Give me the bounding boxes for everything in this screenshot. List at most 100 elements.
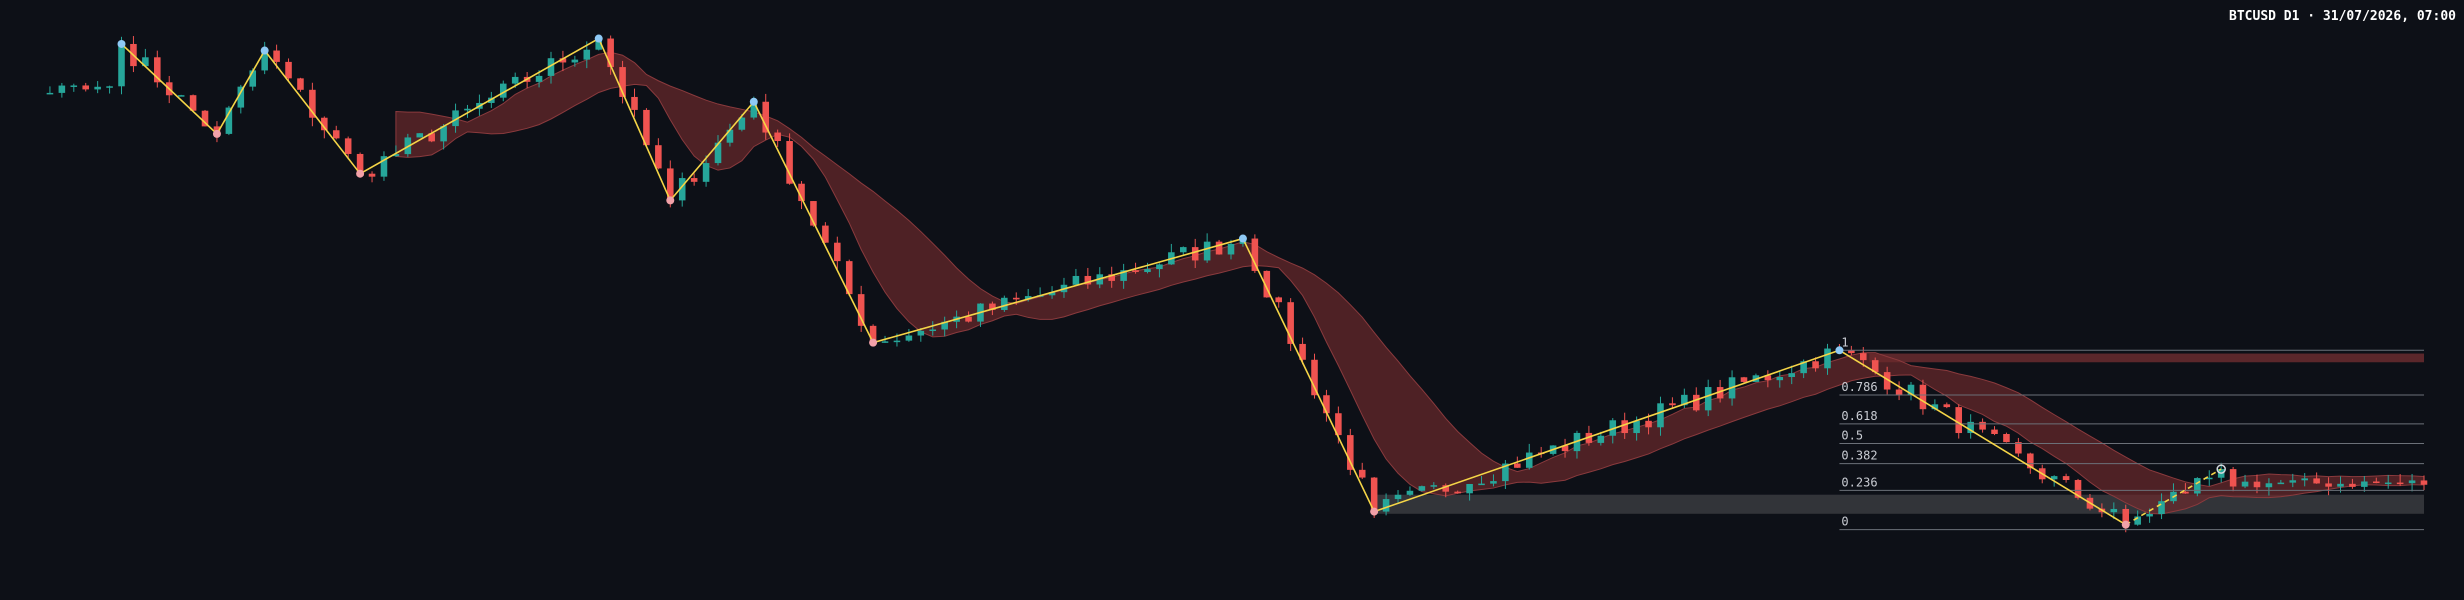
zigzag-segment (669, 101, 755, 201)
candle-body (356, 153, 364, 174)
candle-body (1108, 274, 1115, 281)
zigzag-pivot (749, 97, 758, 106)
candle-body (177, 95, 185, 97)
candle-body (1001, 297, 1008, 310)
candle-body (332, 130, 340, 139)
candle-body (273, 50, 280, 62)
candle-body (678, 178, 686, 201)
candle-body (547, 58, 555, 76)
zigzag-pivot (1238, 234, 1247, 243)
candle-body (1072, 275, 1080, 285)
candle-body (1418, 486, 1426, 491)
candle-body (1657, 403, 1664, 428)
ma-cloud (395, 51, 2425, 515)
candle-body (667, 168, 674, 201)
candle-body (2158, 501, 2165, 515)
candle-body (2015, 442, 2022, 454)
candle-body (738, 117, 746, 130)
candle-body (1812, 361, 1819, 369)
candle-body (1883, 372, 1891, 390)
candle-body (786, 141, 793, 184)
candle-body (1824, 348, 1831, 369)
candle-body (1669, 403, 1676, 406)
candle-body (1156, 264, 1163, 270)
candle-body (2074, 480, 2082, 498)
candle-body (2349, 483, 2356, 487)
candle-body (154, 57, 161, 83)
candle-body (1692, 394, 1700, 411)
candle-body (1144, 269, 1151, 273)
candle-body (1323, 395, 1330, 414)
candle-body (1478, 483, 1485, 486)
candle-body (2241, 481, 2249, 487)
candle-body (881, 341, 889, 343)
candle-body (1084, 275, 1092, 285)
candle-body (1406, 490, 1414, 495)
candle-body (607, 38, 614, 68)
candle-body (929, 329, 937, 332)
candle-body (1919, 384, 1927, 410)
candle-body (571, 59, 579, 63)
candle-body (989, 303, 996, 310)
candle-body (2062, 476, 2070, 481)
zigzag-layer (117, 34, 2226, 529)
zigzag-segment (1373, 349, 1840, 513)
candle-body (189, 95, 197, 111)
candle-body (46, 92, 54, 95)
candle-body (58, 85, 66, 93)
candle-body (1394, 494, 1402, 500)
candle-body (750, 101, 758, 118)
candle-body (702, 163, 710, 182)
candle-body (142, 57, 149, 67)
candle-body (762, 101, 770, 133)
candle-body (106, 86, 113, 88)
candle-body (1514, 463, 1521, 468)
candle-body (1024, 296, 1032, 300)
candle-body (2134, 516, 2141, 525)
zigzag-segment (1242, 238, 1375, 512)
candle-body (452, 110, 459, 127)
candle-body (1347, 435, 1354, 470)
candle-body (1681, 394, 1688, 406)
candle-body (201, 110, 209, 127)
candle-body (1633, 420, 1640, 434)
candle-body (249, 70, 257, 87)
candle-body (726, 129, 734, 143)
candle-body (535, 75, 543, 82)
candle-body (1132, 270, 1139, 273)
candle-body (261, 50, 268, 71)
zigzag-segment (264, 50, 361, 175)
zigzag-pivot (2121, 520, 2130, 529)
fib-label: 1 (1841, 335, 1848, 349)
candle-body (1561, 445, 1569, 452)
candle-body (1370, 477, 1378, 512)
fibonacci-layer: 1 0.786 0.618 0.5 0.382 0.236 0 (1839, 335, 2424, 531)
candle-body (70, 85, 78, 87)
candle-body (583, 49, 591, 60)
candle-body (309, 89, 316, 118)
candle-body (1871, 360, 1879, 373)
candle-body (619, 67, 626, 97)
candle-body (1979, 421, 1986, 430)
candle-body (464, 108, 471, 111)
candle-body (857, 294, 865, 326)
candle-body (428, 133, 435, 142)
ma-cloud-layer (395, 51, 2425, 515)
candle-body (1466, 483, 1473, 494)
zigzag-segment (359, 37, 600, 175)
candle-body (1120, 270, 1127, 281)
candle-body (1358, 469, 1366, 478)
candle-body (1943, 404, 1951, 408)
candle-body (2027, 453, 2034, 469)
candle-body (1251, 238, 1259, 271)
candle-body (499, 83, 507, 98)
candle-body (834, 242, 841, 262)
candle-body (2384, 482, 2392, 485)
candle-body (559, 58, 567, 63)
candle-body (1179, 247, 1187, 253)
zigzag-segment (216, 50, 266, 135)
chart-title: BTCUSD D1 · 31/07/2026, 07:00 (2229, 9, 2456, 24)
candle-body (714, 142, 722, 164)
candle-body (643, 109, 650, 146)
